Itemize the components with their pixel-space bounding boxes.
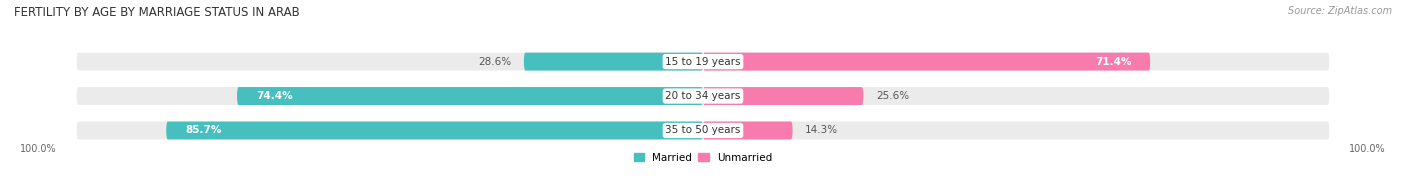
Text: 14.3%: 14.3% <box>806 125 838 135</box>
FancyBboxPatch shape <box>238 87 703 105</box>
FancyBboxPatch shape <box>703 122 793 139</box>
FancyBboxPatch shape <box>77 53 1329 71</box>
Text: 100.0%: 100.0% <box>20 144 58 154</box>
Text: 15 to 19 years: 15 to 19 years <box>665 57 741 67</box>
FancyBboxPatch shape <box>524 53 703 71</box>
FancyBboxPatch shape <box>166 122 703 139</box>
Text: 35 to 50 years: 35 to 50 years <box>665 125 741 135</box>
Text: Source: ZipAtlas.com: Source: ZipAtlas.com <box>1288 6 1392 16</box>
Text: 100.0%: 100.0% <box>1348 144 1386 154</box>
Text: 25.6%: 25.6% <box>876 91 910 101</box>
Text: 71.4%: 71.4% <box>1095 57 1132 67</box>
Text: 74.4%: 74.4% <box>256 91 292 101</box>
Legend: Married, Unmarried: Married, Unmarried <box>631 151 775 165</box>
FancyBboxPatch shape <box>703 87 863 105</box>
Text: 85.7%: 85.7% <box>186 125 221 135</box>
Text: 20 to 34 years: 20 to 34 years <box>665 91 741 101</box>
Text: 28.6%: 28.6% <box>478 57 512 67</box>
FancyBboxPatch shape <box>77 122 1329 139</box>
Text: FERTILITY BY AGE BY MARRIAGE STATUS IN ARAB: FERTILITY BY AGE BY MARRIAGE STATUS IN A… <box>14 6 299 19</box>
FancyBboxPatch shape <box>703 53 1150 71</box>
FancyBboxPatch shape <box>77 87 1329 105</box>
